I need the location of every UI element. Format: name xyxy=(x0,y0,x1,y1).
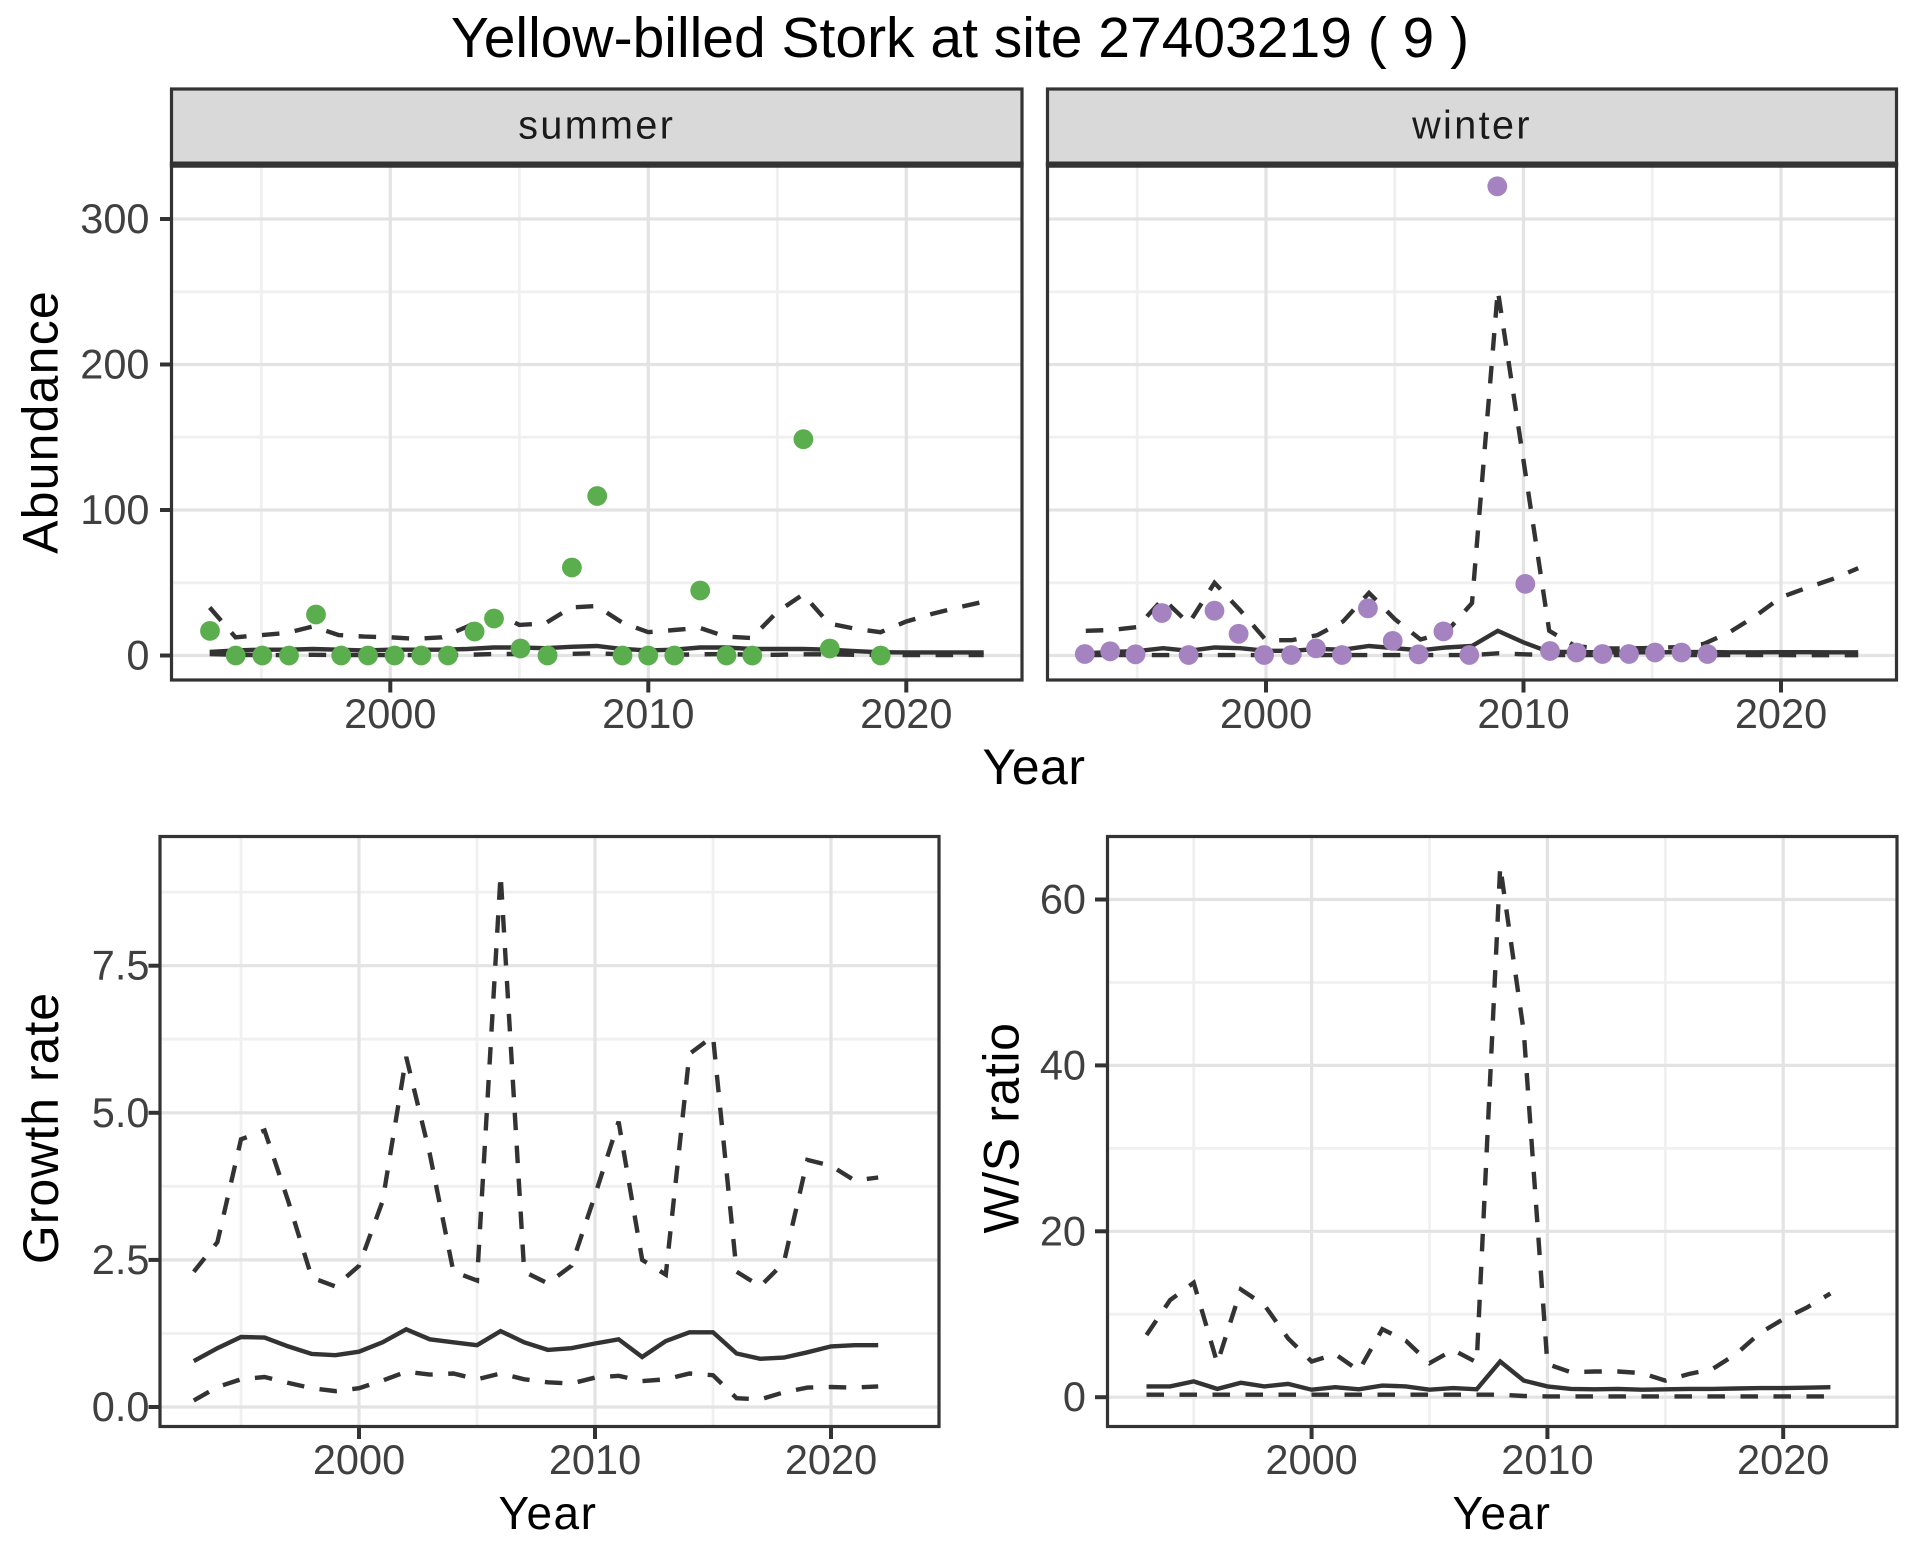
svg-text:2020: 2020 xyxy=(1735,690,1827,737)
svg-text:60: 60 xyxy=(1040,876,1086,923)
svg-text:40: 40 xyxy=(1040,1041,1086,1088)
svg-text:0: 0 xyxy=(126,632,149,679)
svg-text:W/S ratio: W/S ratio xyxy=(974,1023,1030,1234)
svg-text:2000: 2000 xyxy=(1265,1436,1357,1483)
svg-text:winter: winter xyxy=(1411,104,1532,148)
svg-text:100: 100 xyxy=(80,486,149,533)
svg-text:5.0: 5.0 xyxy=(92,1089,150,1136)
svg-text:Year: Year xyxy=(499,1487,598,1539)
svg-text:2.5: 2.5 xyxy=(92,1236,150,1283)
svg-text:2020: 2020 xyxy=(785,1436,877,1483)
svg-text:Year: Year xyxy=(1453,1487,1552,1539)
svg-text:summer: summer xyxy=(518,104,675,148)
svg-text:2010: 2010 xyxy=(549,1436,641,1483)
svg-text:0: 0 xyxy=(1063,1373,1086,1420)
svg-text:Year: Year xyxy=(982,739,1085,795)
svg-text:2010: 2010 xyxy=(1477,690,1569,737)
svg-text:2000: 2000 xyxy=(344,690,436,737)
svg-text:200: 200 xyxy=(80,341,149,388)
svg-text:2000: 2000 xyxy=(1220,690,1312,737)
svg-text:2010: 2010 xyxy=(1501,1436,1593,1483)
svg-text:Abundance: Abundance xyxy=(13,290,69,554)
svg-text:2000: 2000 xyxy=(313,1436,405,1483)
svg-text:7.5: 7.5 xyxy=(92,942,150,989)
svg-text:Yellow-billed Stork at site 27: Yellow-billed Stork at site 27403219 ( 9… xyxy=(451,6,1469,70)
svg-text:2020: 2020 xyxy=(1737,1436,1829,1483)
svg-text:2020: 2020 xyxy=(860,690,952,737)
svg-text:20: 20 xyxy=(1040,1207,1086,1254)
svg-text:Growth rate: Growth rate xyxy=(13,992,69,1264)
svg-text:0.0: 0.0 xyxy=(92,1383,150,1430)
svg-text:300: 300 xyxy=(80,195,149,242)
svg-text:2010: 2010 xyxy=(602,690,694,737)
